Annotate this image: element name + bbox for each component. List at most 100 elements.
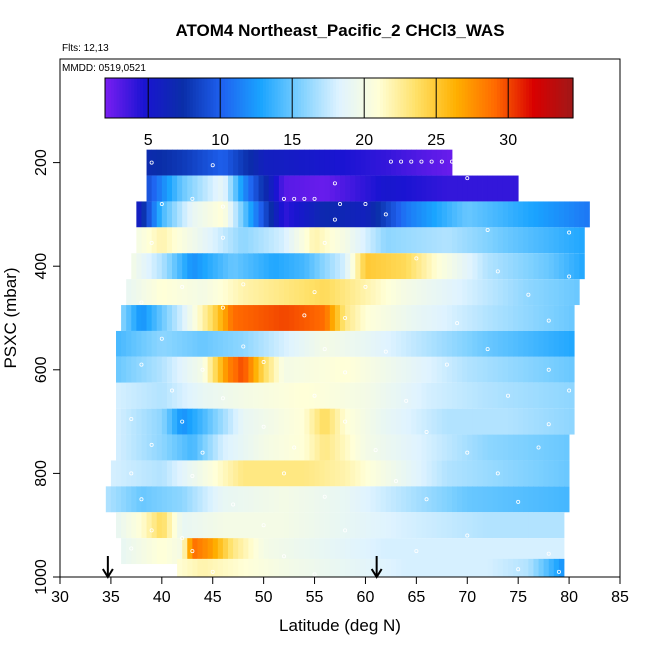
heatmap-cell <box>477 330 483 357</box>
heatmap-cell <box>212 512 219 539</box>
heatmap-cell <box>284 486 290 513</box>
heatmap-cell <box>309 330 315 357</box>
heatmap-cell <box>477 408 483 435</box>
heatmap-cell <box>334 175 341 202</box>
heatmap-cell <box>365 558 371 577</box>
heatmap-cell <box>426 512 433 539</box>
heatmap-cell <box>340 408 346 435</box>
colorbar-swatch <box>315 78 320 118</box>
sample-point <box>261 424 266 429</box>
heatmap-cell <box>345 558 351 577</box>
heatmap-cell <box>289 201 295 228</box>
heatmap-cell <box>390 512 397 539</box>
heatmap-cell <box>141 538 147 565</box>
heatmap-cell <box>380 408 387 435</box>
heatmap-cell <box>446 149 453 176</box>
heatmap-cell <box>161 486 168 513</box>
heatmap-cell <box>518 253 524 280</box>
colorbar-swatch <box>239 78 244 118</box>
heatmap-cell <box>487 330 494 357</box>
heatmap-cell <box>477 460 483 487</box>
heatmap-cell <box>370 330 377 357</box>
heatmap-cell <box>487 382 494 409</box>
heatmap-cell <box>497 253 504 280</box>
heatmap-cell <box>121 512 127 539</box>
heatmap-cell <box>462 330 468 357</box>
heatmap-cell <box>248 558 254 577</box>
heatmap-cell <box>273 558 280 577</box>
heatmap-cell <box>350 330 356 357</box>
heatmap-cell <box>553 538 560 565</box>
heatmap-cell <box>243 201 249 228</box>
heatmap-cell <box>355 149 361 176</box>
heatmap-cell <box>523 227 529 254</box>
heatmap-cell <box>406 538 412 565</box>
heatmap-cell <box>156 460 163 487</box>
heatmap-cell <box>228 558 234 577</box>
colorbar-tick-label: 5 <box>144 132 153 149</box>
heatmap-cell <box>289 175 295 202</box>
heatmap-cell <box>528 305 534 331</box>
heatmap-cell <box>360 330 366 357</box>
heatmap-cell <box>263 408 270 435</box>
heatmap-cell <box>141 330 147 357</box>
heatmap-cell <box>345 253 351 280</box>
heatmap-cell <box>436 538 443 565</box>
heatmap-cell <box>121 356 127 383</box>
heatmap-cell <box>457 279 463 306</box>
heatmap-cell <box>324 253 331 280</box>
heatmap-cell <box>192 512 198 539</box>
colorbar-swatch <box>303 78 308 118</box>
heatmap-cell <box>502 408 509 435</box>
heatmap-cell <box>502 538 509 565</box>
heatmap-cell <box>340 175 346 202</box>
heatmap-cell <box>278 201 285 228</box>
heatmap-cell <box>243 149 249 176</box>
heatmap-cell <box>492 434 499 461</box>
heatmap-cell <box>497 330 504 357</box>
sample-point <box>281 471 286 476</box>
heatmap-cell <box>324 558 331 577</box>
heatmap-cell <box>319 279 326 306</box>
heatmap-cell <box>487 408 494 435</box>
sample-point <box>322 240 327 245</box>
heatmap-cell <box>350 279 356 306</box>
heatmap-cell <box>518 486 524 513</box>
heatmap-cell <box>161 382 168 409</box>
heatmap-cell <box>543 434 550 461</box>
heatmap-cell <box>416 253 422 280</box>
heatmap-cell <box>538 382 545 409</box>
heatmap-cell <box>156 227 163 254</box>
heatmap-cell <box>528 356 534 383</box>
colorbar-swatch <box>163 78 168 118</box>
heatmap-cell <box>457 175 463 202</box>
heatmap-cell <box>355 512 361 539</box>
heatmap-cell <box>222 382 229 409</box>
heatmap-cell <box>202 408 209 435</box>
heatmap-cell <box>558 460 565 487</box>
colorbar-swatch <box>394 78 399 118</box>
heatmap-cell <box>421 382 427 409</box>
colorbar-swatch <box>333 78 337 118</box>
heatmap-cell <box>385 460 392 487</box>
heatmap-cell <box>421 460 427 487</box>
heatmap-cell <box>192 149 198 176</box>
colorbar-swatch <box>517 78 521 118</box>
heatmap-cell <box>146 512 153 539</box>
heatmap-cell <box>197 460 203 487</box>
heatmap-cell <box>446 253 453 280</box>
sample-point <box>439 159 444 164</box>
colorbar-swatch <box>382 78 387 118</box>
heatmap-cell <box>284 434 290 461</box>
heatmap-cell <box>345 279 351 306</box>
colorbar-swatch <box>230 78 235 118</box>
heatmap-cell <box>487 558 494 577</box>
heatmap-cell <box>518 227 524 254</box>
heatmap-cell <box>380 305 387 331</box>
sample-point <box>546 318 551 323</box>
colorbar-swatch <box>502 78 507 118</box>
sample-point <box>292 196 297 201</box>
heatmap-cell <box>355 434 361 461</box>
colorbar-swatch <box>286 78 290 118</box>
colorbar-swatch <box>166 78 170 118</box>
